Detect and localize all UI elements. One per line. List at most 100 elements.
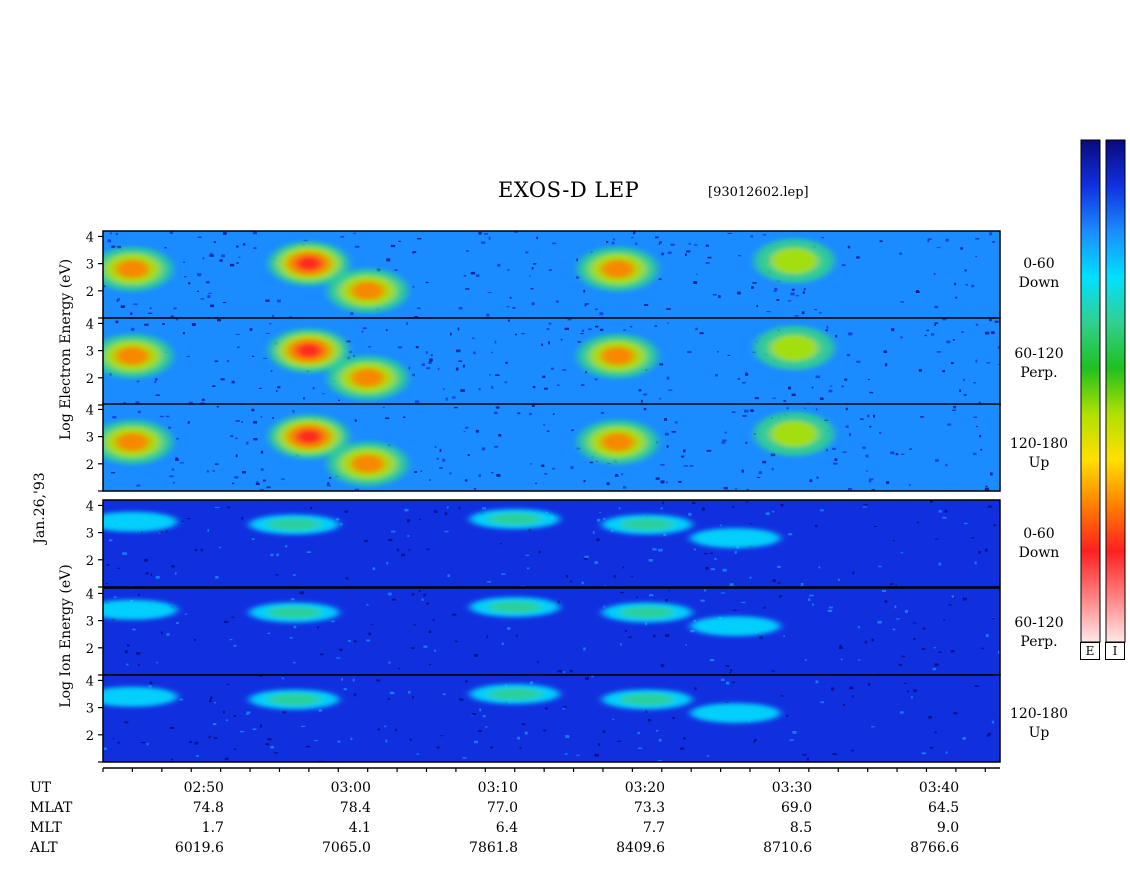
y-tick-label: 3 [86, 527, 94, 542]
noise-speck [785, 714, 789, 717]
noise-speck [833, 462, 838, 465]
noise-speck [980, 448, 983, 451]
feature-blob [267, 693, 322, 706]
feature-blob [267, 606, 322, 619]
noise-speck [648, 594, 654, 597]
noise-speck [528, 275, 531, 277]
noise-speck [670, 243, 675, 246]
noise-speck [216, 406, 219, 408]
noise-speck [289, 637, 293, 639]
noise-speck [507, 319, 511, 322]
noise-speck [412, 624, 416, 626]
noise-speck [802, 754, 807, 756]
noise-speck [417, 237, 422, 240]
noise-speck [212, 385, 216, 388]
noise-speck [484, 233, 489, 235]
noise-speck [758, 471, 762, 474]
noise-speck [253, 247, 257, 250]
noise-speck [791, 288, 795, 291]
noise-speck [343, 688, 347, 691]
noise-speck [234, 476, 239, 479]
noise-speck [207, 529, 210, 532]
noise-speck [846, 353, 851, 357]
noise-speck [974, 685, 979, 687]
noise-speck [845, 425, 849, 428]
noise-speck [354, 488, 360, 491]
noise-speck [464, 479, 468, 482]
noise-speck [927, 238, 932, 240]
noise-speck [124, 650, 128, 654]
noise-speck [249, 328, 253, 331]
noise-speck [953, 712, 958, 715]
noise-speck [233, 644, 237, 647]
panel-pitch: 0-60 [1023, 526, 1055, 542]
noise-speck [103, 747, 107, 750]
noise-speck [660, 507, 663, 510]
noise-speck [828, 606, 833, 609]
row-label-mlat: MLAT [30, 800, 73, 816]
noise-speck [583, 647, 586, 651]
row-value-mlat: 73.3 [633, 800, 666, 816]
noise-speck [265, 332, 270, 334]
noise-speck [416, 307, 421, 310]
noise-speck [795, 295, 800, 297]
panel-fill [103, 404, 1000, 491]
panel-label-e-perp: 60-120 Perp. [994, 345, 1084, 383]
noise-speck [997, 346, 1000, 349]
noise-speck [930, 500, 933, 503]
noise-speck [180, 520, 184, 522]
noise-speck [922, 627, 926, 630]
noise-speck [455, 367, 459, 371]
noise-speck [416, 753, 420, 755]
noise-speck [741, 601, 746, 604]
noise-speck [737, 377, 741, 380]
panel-background [103, 318, 1000, 405]
noise-speck [403, 416, 406, 419]
noise-speck [384, 725, 387, 728]
noise-speck [562, 708, 566, 710]
noise-speck [445, 397, 448, 401]
noise-speck [884, 600, 888, 603]
noise-speck [425, 351, 428, 354]
noise-speck [270, 553, 274, 557]
feature-layer [103, 684, 781, 724]
feature-blob [103, 599, 178, 620]
noise-speck [371, 623, 374, 626]
row-value-alt: 8409.6 [616, 840, 666, 856]
noise-speck [594, 308, 598, 311]
noise-speck [529, 412, 532, 416]
noise-speck [337, 740, 341, 743]
noise-speck [132, 628, 136, 631]
noise-speck [449, 332, 452, 336]
feature-blob [103, 686, 178, 707]
noise-speck [166, 633, 170, 636]
noise-speck [293, 625, 297, 629]
noise-speck [281, 677, 284, 680]
noise-speck [989, 318, 992, 322]
noise-speck [814, 524, 818, 528]
noise-speck [460, 389, 465, 392]
noise-speck [253, 438, 258, 441]
noise-speck [550, 367, 554, 370]
noise-speck [117, 245, 122, 249]
noise-speck [270, 370, 273, 372]
noise-speck [737, 291, 741, 295]
noise-speck [491, 385, 494, 389]
noise-speck [212, 470, 215, 472]
noise-speck [585, 371, 587, 374]
noise-speck [463, 431, 466, 433]
noise-speck [225, 719, 228, 722]
y-tick-label: 4 [86, 674, 94, 689]
noise-speck [890, 451, 895, 455]
noise-speck [780, 503, 784, 507]
noise-speck [637, 731, 640, 735]
feature-blob [600, 259, 635, 279]
noise-speck [267, 738, 272, 741]
spectrogram-panel-3 [102, 403, 1001, 492]
row-value-mlt: 8.5 [789, 820, 813, 836]
noise-speck [944, 510, 948, 513]
noise-speck [729, 583, 734, 586]
noise-speck [408, 366, 411, 370]
noise-speck [429, 663, 432, 666]
noise-speck [780, 695, 784, 697]
